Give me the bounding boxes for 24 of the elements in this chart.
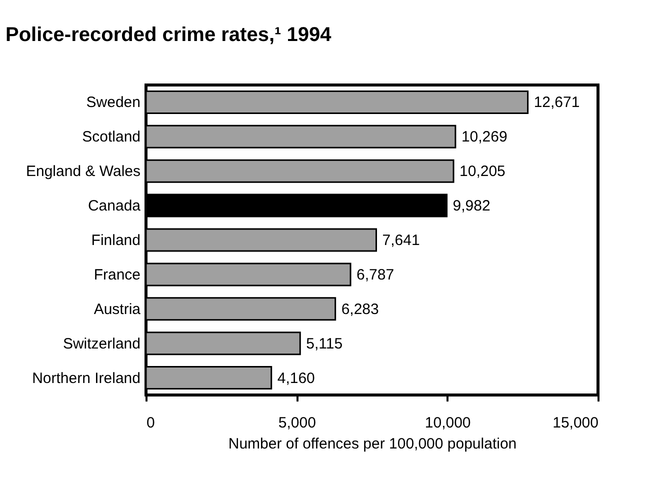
data-label: 9,982 [452, 198, 490, 215]
x-tick-label: 5,000 [278, 414, 316, 432]
y-tick-label: Finland [91, 232, 140, 249]
y-tick-label: Sweden [86, 94, 140, 112]
data-label: 10,269 [461, 128, 508, 146]
x-tick-label: 0 [146, 414, 155, 432]
y-tick-label: Northern Ireland [32, 370, 140, 387]
y-tick-label: Switzerland [62, 335, 140, 352]
y-tick-label: France [94, 266, 140, 284]
data-label: 10,205 [460, 163, 506, 180]
y-tick-label: Austria [94, 300, 142, 318]
data-label: 12,671 [534, 94, 580, 112]
x-tick-label: 10,000 [424, 414, 471, 432]
data-label: 6,787 [356, 266, 394, 284]
y-tick-label: Scotland [82, 128, 140, 146]
data-label: 5,115 [306, 335, 343, 352]
y-tick-label: England & Wales [26, 163, 140, 180]
y-tick-label: Canada [88, 198, 142, 215]
x-axis-title: Number of offences per 100,000 population [228, 436, 517, 452]
data-label: 6,283 [341, 300, 379, 318]
chart-title: Police-recorded crime rates,¹ 1994 [5, 24, 332, 46]
x-tick-label: 15,000 [552, 414, 598, 432]
data-label: 7,641 [382, 232, 420, 249]
data-label: 4,160 [277, 370, 315, 387]
